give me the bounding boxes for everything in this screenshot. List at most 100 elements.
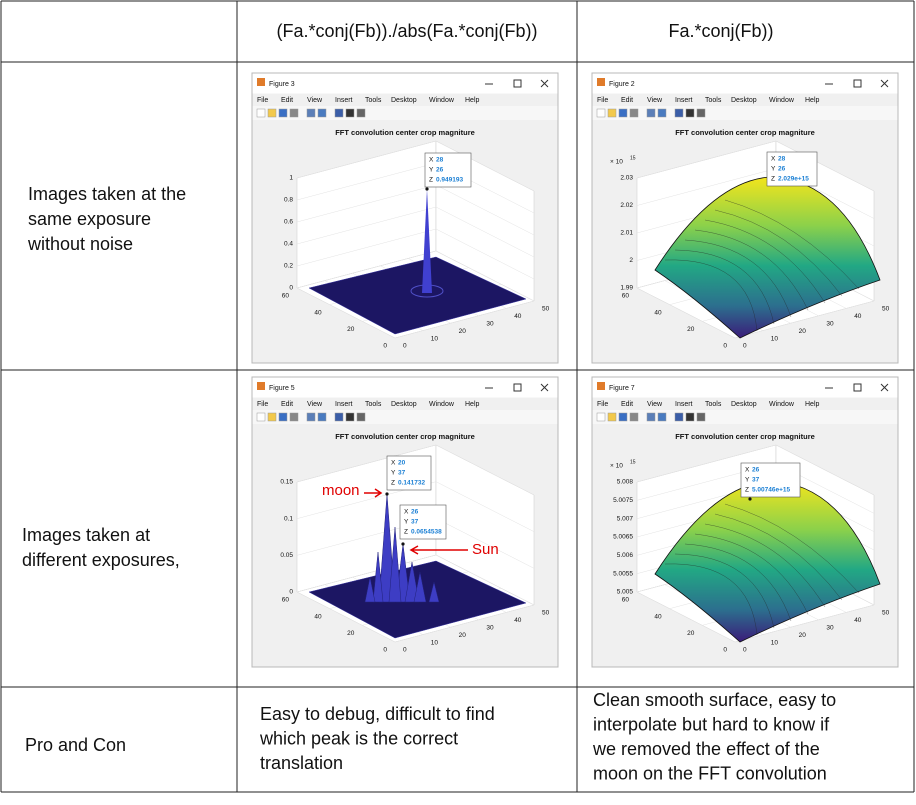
plot-title: FFT convolution center crop magniture [675,432,815,441]
toolbar-icon [607,412,617,422]
z-tick-label: 0.4 [284,241,293,248]
datatip-label: X [404,509,409,516]
menu-item: Insert [335,97,353,104]
z-tick-label: 0.05 [280,552,293,559]
window-title: Figure 2 [609,81,635,88]
x-tick-label: 30 [486,625,494,632]
figure-window: Figure 7 File Edit View Insert Tools Desktop Wi… [591,376,899,668]
window-title: Figure 5 [269,385,295,392]
grid-line [636,287,736,339]
toolbar [592,410,898,424]
x-tick-label: 20 [459,632,467,639]
menu-item: File [597,97,608,104]
datatip-label: Y [404,519,409,526]
grid-line [296,554,437,593]
z-tick-label: 0.8 [284,197,293,204]
row-label: Pro and Con [25,735,126,755]
y-tick-label: 40 [654,613,662,620]
z-tick-label: 5.0055 [613,570,633,577]
surface-dome [654,176,881,339]
surface-mesh [714,513,843,601]
row-label: different exposures, [22,550,180,570]
x-tick-label: 40 [854,313,862,320]
menu-item: View [307,401,323,408]
datatip-value: 5.00746e+15 [752,487,791,494]
y-tick-label: 20 [347,630,355,637]
z-tick-label: 5.008 [617,479,634,486]
cell-text: moon on the FFT convolution [593,763,827,783]
z-tick-label: 2.01 [620,230,633,237]
x-tick-label: 10 [771,335,779,342]
cell-text: interpolate but hard to know if [593,714,830,734]
grid-line [636,591,736,643]
surface-mesh [694,229,809,311]
toolbar-icon [629,108,639,118]
grid-line [296,228,535,280]
y-tick-label: 0 [383,647,387,654]
menu-item: Window [769,97,795,104]
grid-line [734,300,875,339]
surface-mesh [674,553,775,629]
x-tick-label: 10 [771,639,779,646]
x-tick-label: 40 [514,313,522,320]
grid-line [636,444,875,496]
datatip-value: 28 [778,156,786,163]
toolbar-icon [289,412,299,422]
toolbar-icon [674,412,684,422]
y-tick-label: 40 [314,309,322,316]
menu-item: Insert [335,401,353,408]
x-tick-label: 30 [826,625,834,632]
datatip-box [399,504,447,540]
datatip-value: 26 [436,167,444,174]
datatip-label: Z [429,177,433,184]
datatip-marker [425,187,429,191]
datatip-box [386,455,432,491]
toolbar-icon [278,108,288,118]
grid-line [296,287,396,339]
close-icon [540,79,549,88]
datatip-value: 2.029e+15 [778,176,809,183]
grid-line [296,444,535,496]
menu-item: Tools [365,401,382,408]
surface-mesh [724,503,860,594]
z-tick-label: 0 [289,589,293,596]
datatip-box [740,462,801,498]
toolbar-icon [685,412,695,422]
toolbar-icon [345,412,355,422]
y-tick-label: 0 [383,343,387,350]
toolbar-icon [306,108,316,118]
datatip-value: 37 [411,519,419,526]
row-label: without noise [27,234,133,254]
grid-line [394,604,535,643]
x-tick-label: 40 [854,617,862,624]
toolbar-icon [696,108,706,118]
z-tick-label: 1 [289,175,293,182]
close-icon [880,383,889,392]
maximize-icon [513,79,522,88]
plot-title: FFT convolution center crop magniture [675,128,815,137]
datatip-value: 26 [778,166,786,173]
close-icon [540,383,549,392]
toolbar-icon [646,108,656,118]
title-bar [252,377,558,398]
menu-item: View [647,97,663,104]
datatip-marker [385,492,389,496]
y-tick-label: 60 [622,293,630,300]
datatip-label: Y [771,166,776,173]
toolbar-icon [289,108,299,118]
z-tick-label: 0.2 [284,263,293,270]
figure-window: Figure 2 File Edit View Insert Tools Desktop Wi… [591,72,899,364]
surface-mesh [714,209,843,297]
surface-peak [422,189,432,293]
menu-item: Window [429,97,455,104]
row-label: Images taken at the [28,184,186,204]
toolbar-icon [256,412,266,422]
toolbar-icon [317,108,327,118]
surface-peak [388,526,402,603]
toolbar-icon [596,412,606,422]
z-exponent: × 10 [610,159,623,166]
x-tick-label: 40 [514,617,522,624]
menu-item: Help [465,97,480,104]
menu-item: Insert [675,401,693,408]
menu-item: View [647,401,663,408]
